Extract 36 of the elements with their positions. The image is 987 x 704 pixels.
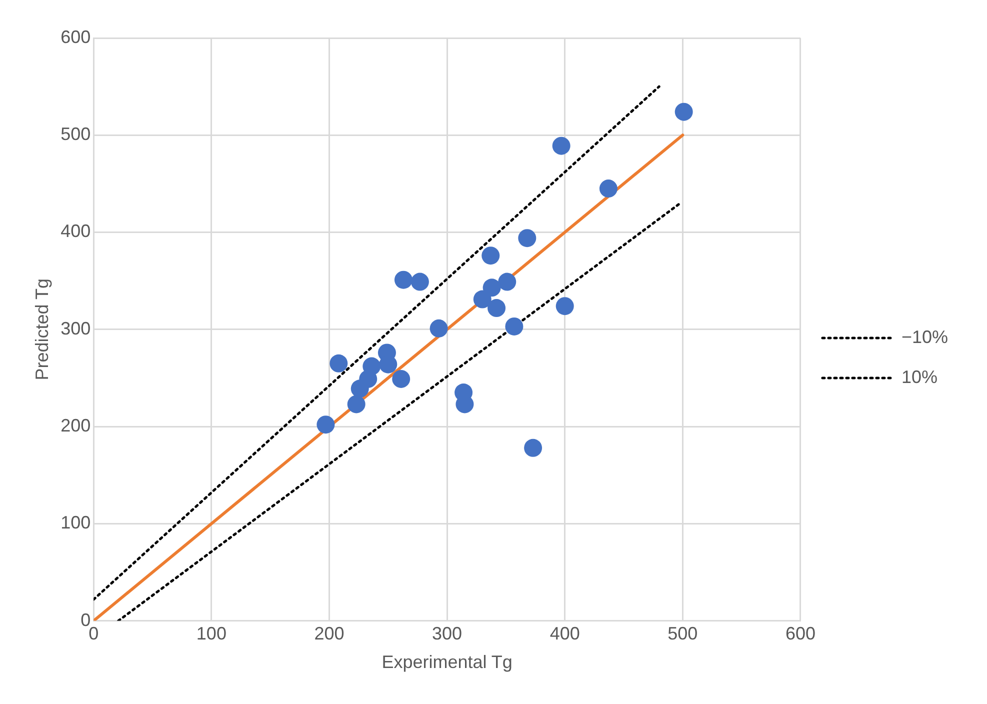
point xyxy=(430,319,448,338)
point xyxy=(524,438,542,457)
point xyxy=(347,395,366,414)
point xyxy=(394,270,412,289)
y-tick-label: 200 xyxy=(60,416,91,436)
x-axis-title: Experimental Tg xyxy=(382,652,512,672)
x-tick-label: 400 xyxy=(550,624,580,644)
x-tick-label: 200 xyxy=(314,624,344,644)
point xyxy=(482,278,501,297)
y-tick-label: 300 xyxy=(60,318,91,338)
y-axis-title: Predicted Tg xyxy=(32,278,52,380)
point xyxy=(316,416,335,434)
point xyxy=(556,297,574,316)
point xyxy=(518,229,536,248)
y-tick-label: 100 xyxy=(60,512,91,533)
point xyxy=(410,272,429,291)
point xyxy=(552,136,570,155)
x-tick-label: 300 xyxy=(432,624,462,644)
point xyxy=(498,272,516,291)
x-tick-label: 600 xyxy=(785,624,816,644)
point xyxy=(674,102,693,121)
x-tick-label: 100 xyxy=(196,624,226,644)
point xyxy=(488,299,506,318)
y-tick-label: 400 xyxy=(60,221,91,242)
point xyxy=(505,317,524,336)
point xyxy=(362,357,381,376)
legend-label: −10% xyxy=(901,326,948,347)
x-tick-label: 500 xyxy=(668,624,698,644)
point xyxy=(599,180,618,198)
point xyxy=(392,370,410,388)
y-tick-label: 500 xyxy=(60,124,91,144)
y-tick-label: 600 xyxy=(60,26,91,47)
y-tick-label: 0 xyxy=(80,610,91,630)
legend-label: 10% xyxy=(901,366,938,387)
point xyxy=(330,354,348,372)
point xyxy=(482,246,500,265)
